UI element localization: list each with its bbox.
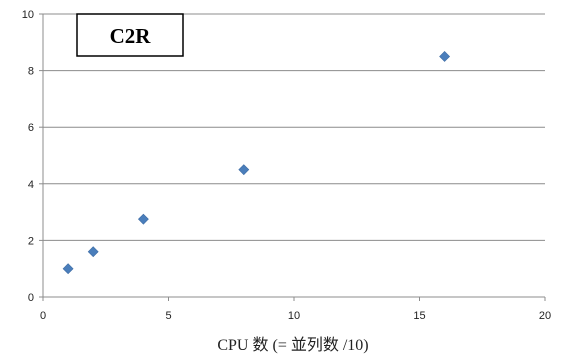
y-tick-label: 10: [22, 9, 34, 21]
x-tick-label: 5: [165, 310, 171, 322]
data-point-diamond: [87, 246, 99, 258]
x-tick-label: 15: [413, 310, 425, 322]
x-axis-title: CPU 数 (= 並列数 /10): [217, 336, 368, 354]
y-tick-label: 2: [28, 235, 34, 247]
data-point-diamond: [439, 51, 451, 62]
chart-title-box: C2R: [76, 13, 184, 57]
x-tick-label: 10: [288, 310, 300, 322]
y-tick-label: 6: [28, 122, 34, 134]
y-tick-label: 8: [28, 66, 34, 78]
axes: [39, 13, 546, 301]
data-point-diamond: [137, 213, 149, 225]
x-tick-label: 20: [539, 310, 551, 322]
y-tick-label: 0: [28, 292, 34, 304]
data-point-diamond: [62, 263, 74, 275]
chart-title-frame: [76, 13, 184, 57]
x-axis-tick-labels: 0 5 10 15 20: [40, 310, 551, 322]
chart-title: C2R: [110, 24, 152, 48]
y-axis-tick-labels: 0 2 4 6 8 10: [22, 9, 34, 304]
data-points: [62, 51, 451, 275]
data-point-diamond: [238, 164, 250, 176]
x-tick-label: 0: [40, 310, 46, 322]
y-tick-label: 4: [28, 179, 34, 191]
